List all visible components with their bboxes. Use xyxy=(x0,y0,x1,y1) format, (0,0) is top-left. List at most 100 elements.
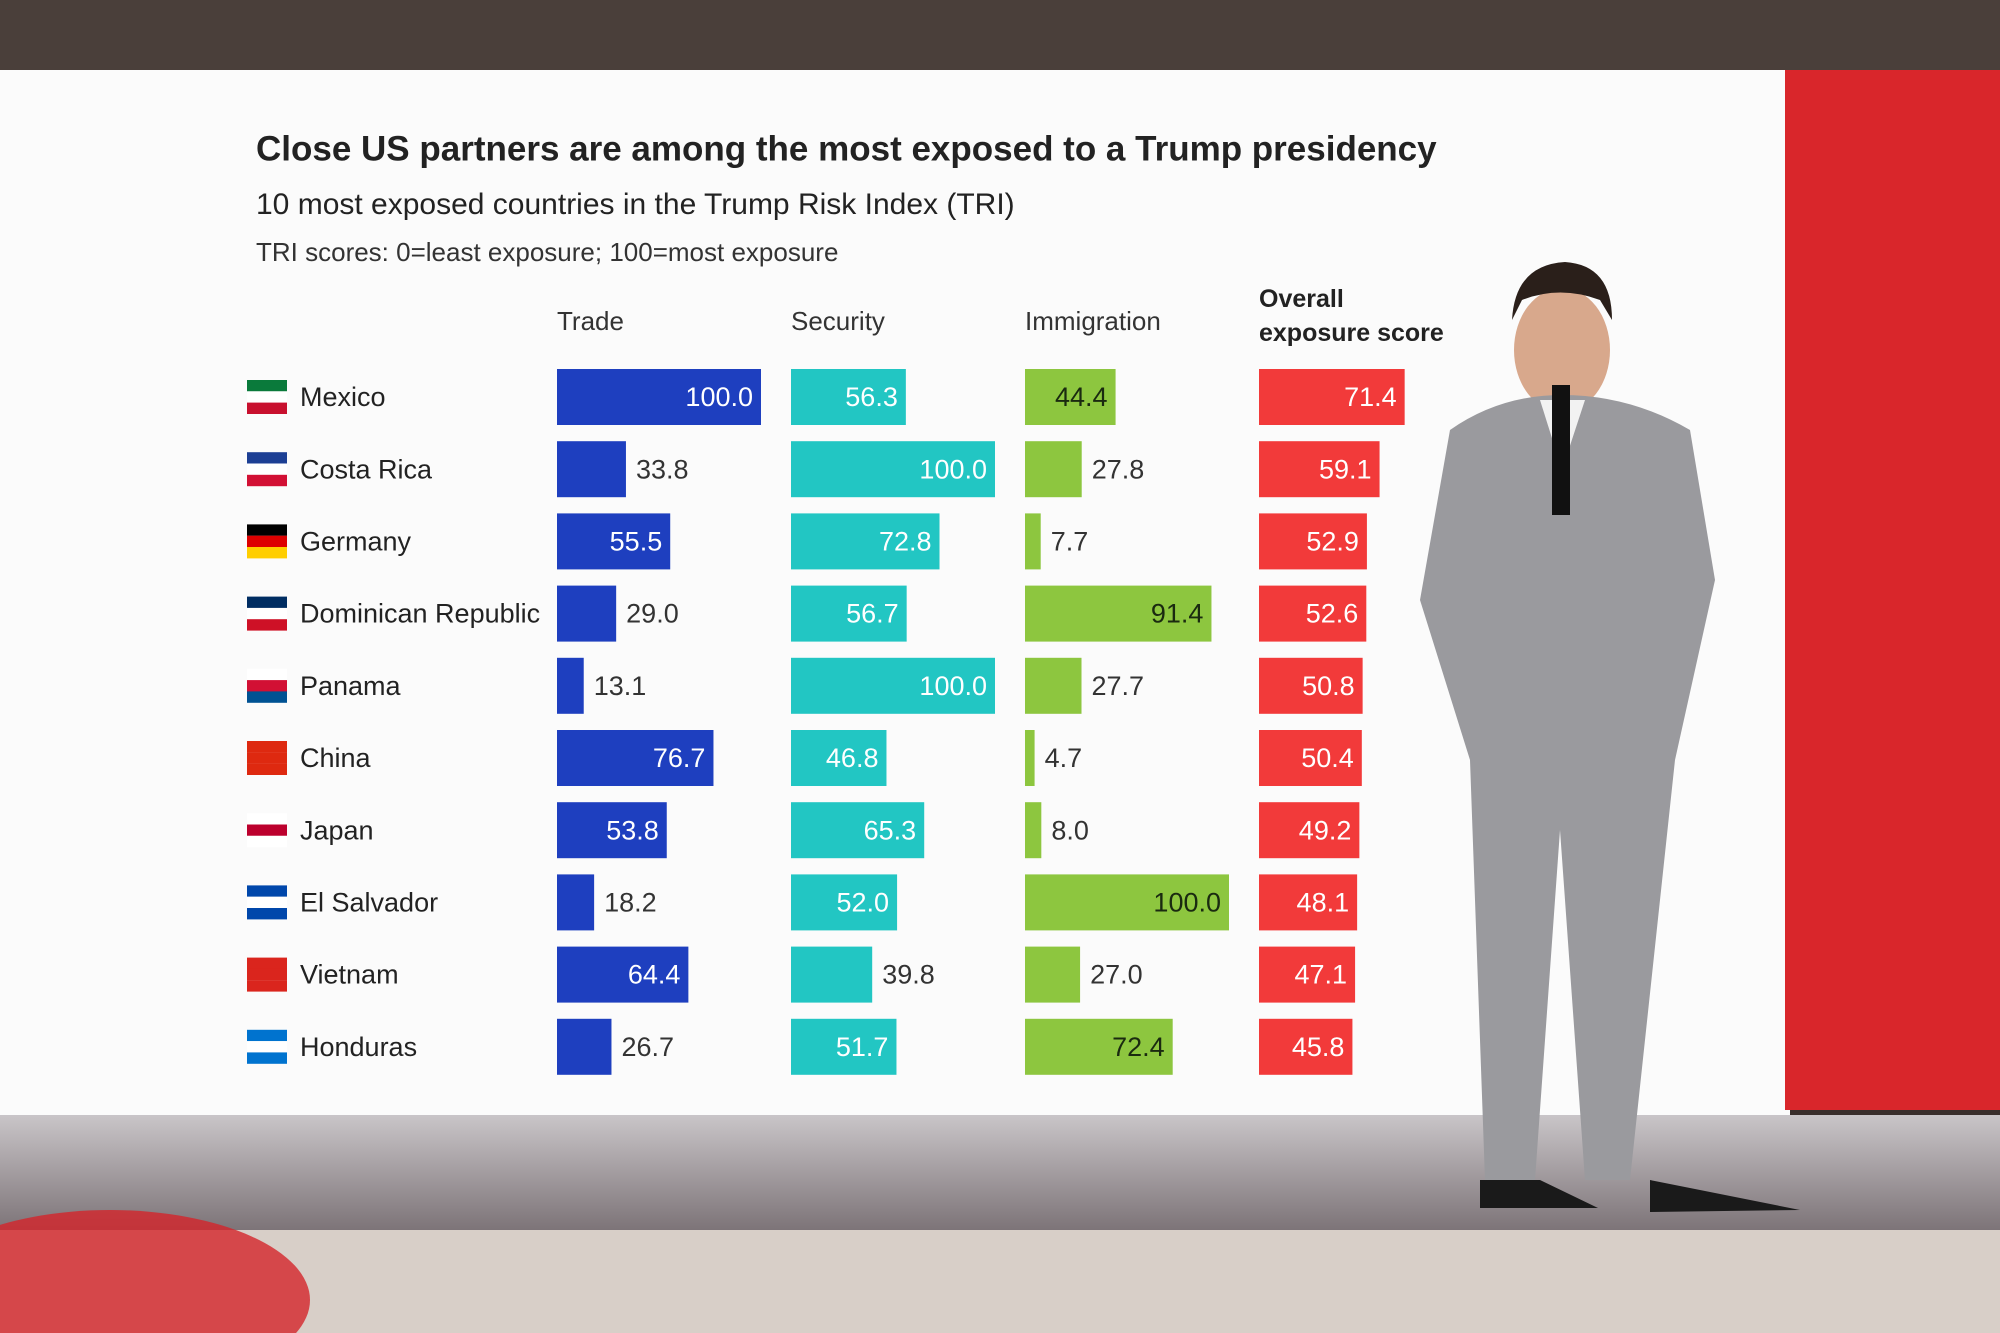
category-label: Mexico xyxy=(300,382,386,412)
value-label: 59.1 xyxy=(1319,454,1372,484)
chart-title: Close US partners are among the most exp… xyxy=(256,129,1437,168)
bar xyxy=(791,657,995,714)
speaker-shoes xyxy=(1480,1180,1800,1212)
value-label: 65.3 xyxy=(864,815,917,845)
value-label: 26.7 xyxy=(621,1032,674,1062)
value-label: 46.8 xyxy=(826,743,879,773)
value-label: 72.8 xyxy=(879,527,932,557)
flag-stripe xyxy=(247,524,287,536)
flag-stripe xyxy=(247,402,287,414)
value-label: 53.8 xyxy=(606,815,659,845)
flag-stripe xyxy=(247,885,287,897)
value-label: 45.8 xyxy=(1292,1032,1345,1062)
bar xyxy=(1259,657,1363,714)
bar xyxy=(791,585,907,642)
value-label: 44.4 xyxy=(1055,382,1108,412)
flag-stripe xyxy=(247,1052,287,1064)
value-label: 47.1 xyxy=(1295,960,1348,990)
bar xyxy=(557,730,714,786)
value-label: 8.0 xyxy=(1051,815,1089,845)
flag-stripe xyxy=(247,463,287,475)
value-label: 100.0 xyxy=(685,382,753,412)
bar xyxy=(791,730,887,786)
value-label: 100.0 xyxy=(919,454,987,484)
category-label: China xyxy=(300,743,372,773)
value-label: 27.7 xyxy=(1092,671,1145,701)
value-label: 56.3 xyxy=(845,382,898,412)
flag-stripe xyxy=(247,547,287,559)
value-label: 51.7 xyxy=(836,1032,889,1062)
microphone xyxy=(1552,385,1570,515)
value-label: 33.8 xyxy=(636,454,689,484)
flag-stripe xyxy=(247,835,287,848)
bar xyxy=(557,874,595,931)
bar xyxy=(791,441,995,498)
bar xyxy=(791,802,925,859)
flag-stripe xyxy=(247,1029,287,1042)
series-header: Security xyxy=(791,306,885,336)
bar xyxy=(557,802,667,859)
bar xyxy=(1259,874,1358,931)
bar xyxy=(1259,1018,1353,1075)
value-label: 52.9 xyxy=(1306,527,1359,557)
bar xyxy=(791,513,940,570)
flag-stripe xyxy=(247,474,287,487)
value-label: 56.7 xyxy=(846,599,899,629)
category-label: Panama xyxy=(300,671,402,701)
flag-stripe xyxy=(247,813,287,825)
flag-stripe xyxy=(247,668,287,681)
bar xyxy=(1259,730,1362,786)
value-label: 39.8 xyxy=(882,960,935,990)
bar xyxy=(557,657,584,714)
value-label: 52.6 xyxy=(1306,599,1359,629)
value-label: 64.4 xyxy=(628,960,681,990)
value-label: 4.7 xyxy=(1045,743,1083,773)
bar xyxy=(791,874,898,931)
flag-stripe xyxy=(247,908,287,920)
value-label: 13.1 xyxy=(594,671,647,701)
bar xyxy=(557,513,671,570)
value-label: 72.4 xyxy=(1112,1032,1165,1062)
flag-stripe xyxy=(247,535,287,548)
category-label: Honduras xyxy=(300,1032,417,1062)
category-label: Japan xyxy=(300,815,374,845)
value-label: 49.2 xyxy=(1299,815,1352,845)
flag-stripe xyxy=(247,957,287,969)
value-label: 100.0 xyxy=(919,671,987,701)
bar xyxy=(1259,585,1367,642)
foreground xyxy=(0,1230,2000,1333)
flag-stripe xyxy=(247,968,287,981)
speaker xyxy=(1420,262,1800,1212)
bar xyxy=(791,1018,897,1075)
bar xyxy=(1025,657,1082,714)
flag-stripe xyxy=(247,741,287,753)
bar xyxy=(1259,513,1367,570)
flag-stripe xyxy=(247,619,287,631)
category-label: Costa Rica xyxy=(300,454,433,484)
flag-stripe xyxy=(247,691,287,703)
category-label: Vietnam xyxy=(300,960,399,990)
bar xyxy=(791,369,906,425)
series-header: Immigration xyxy=(1025,306,1161,336)
flag-stripe xyxy=(247,752,287,764)
series-header: Overall exposure score xyxy=(1259,285,1444,347)
bar xyxy=(557,441,626,498)
value-label: 27.8 xyxy=(1092,454,1145,484)
value-label: 29.0 xyxy=(626,599,679,629)
bar xyxy=(1025,946,1081,1003)
value-label: 52.0 xyxy=(837,888,890,918)
category-label: Dominican Republic xyxy=(300,599,540,629)
bar xyxy=(1025,513,1041,570)
bar xyxy=(557,369,761,425)
flag-stripe xyxy=(247,607,287,620)
value-label: 50.4 xyxy=(1301,743,1354,773)
series-header-box: Overall exposure score xyxy=(1259,285,1444,347)
bar xyxy=(1025,585,1212,642)
flag-stripe xyxy=(247,896,287,909)
bar xyxy=(1025,874,1229,931)
bar xyxy=(1259,946,1356,1003)
ceiling xyxy=(0,0,2000,70)
value-label: 55.5 xyxy=(610,527,663,557)
